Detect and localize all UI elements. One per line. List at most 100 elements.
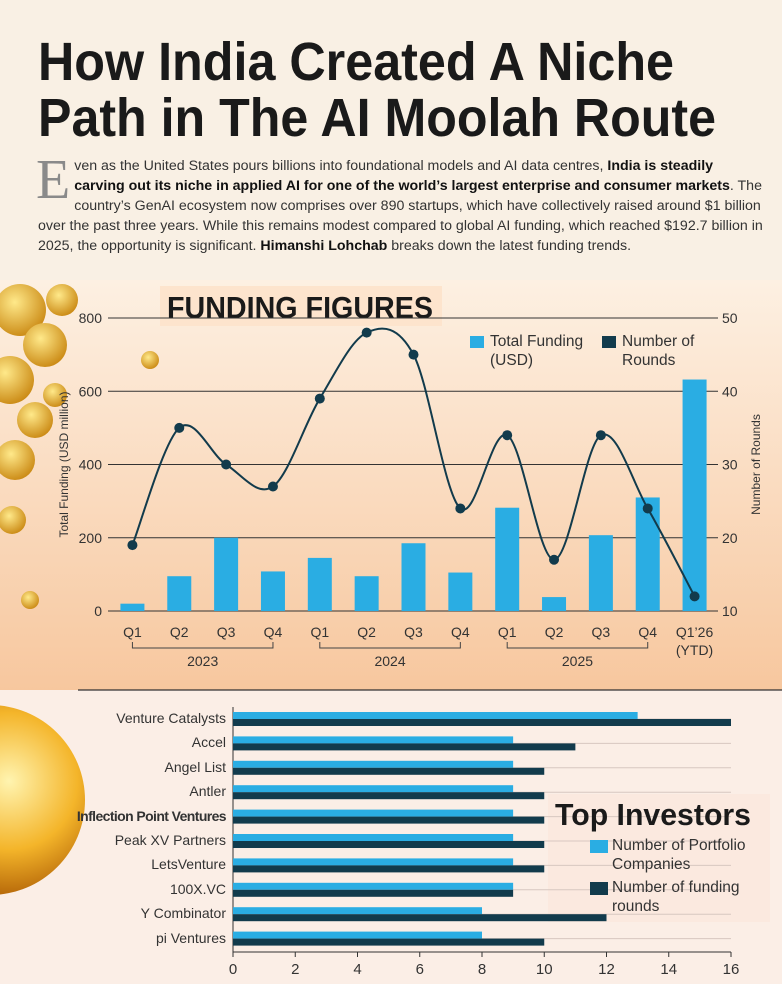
title: Path in The AI Moolah Route	[38, 88, 716, 148]
x-tick-label: 12	[598, 961, 615, 978]
bar	[233, 743, 576, 751]
decoration	[0, 284, 159, 895]
drop-cap: E	[36, 149, 71, 211]
bar	[233, 760, 514, 768]
bar	[233, 907, 482, 915]
bar	[233, 858, 514, 866]
x-tick-label: Q4	[638, 624, 658, 640]
y2-tick-label: 10	[722, 603, 738, 619]
y2-tick-label: 50	[722, 310, 738, 326]
y-tick-label: Peak XV Partners	[114, 832, 226, 848]
legend-label: Number of funding rounds	[612, 879, 740, 915]
legend-swatch	[590, 840, 608, 853]
group-label: 2024	[374, 653, 405, 669]
group-bracket	[506, 642, 649, 649]
line-point	[127, 540, 138, 551]
x-tick-label: Q4	[451, 624, 470, 640]
line-point	[549, 554, 560, 565]
x-tick-label: Q3	[216, 624, 236, 640]
legend-swatch	[602, 336, 616, 348]
y-tick-label: Angel List	[164, 758, 226, 775]
bar	[354, 576, 379, 611]
chart-background	[0, 280, 782, 692]
y-tick-label: Antler	[189, 783, 226, 800]
y2-tick-label: 30	[722, 457, 738, 473]
x-tick-label: Q4	[263, 624, 283, 640]
legend-label: Total Funding (USD)	[490, 333, 584, 369]
line-point	[455, 503, 466, 514]
bar	[214, 537, 239, 611]
bar	[233, 882, 514, 890]
x-tick-label: Q3	[404, 624, 423, 640]
legend-swatch	[470, 336, 484, 348]
x-tick-label: Q2	[357, 624, 376, 640]
y-tick-label: 0	[94, 603, 102, 619]
x-tick-label: Q1	[497, 624, 517, 640]
x-tick-label: 14	[660, 961, 677, 978]
y-tick-label: Inflection Point Ventures	[76, 807, 227, 824]
intro-text: . The country’s GenAI ecosystem now comp…	[38, 178, 763, 254]
line-point	[408, 349, 419, 360]
bar	[260, 571, 285, 611]
bar	[448, 572, 473, 611]
x-tick-label: Q2	[169, 624, 189, 640]
y-tick-label: Venture Catalysts	[116, 710, 226, 726]
line-point	[314, 393, 325, 404]
line-point	[642, 503, 653, 514]
bar	[233, 792, 545, 800]
intro-text: breaks down the latest funding trends.	[387, 238, 632, 254]
y-axis-title: Total Funding (USD million)	[57, 391, 71, 537]
legend-label: Number of Portfolio Companies	[612, 837, 746, 873]
bar	[233, 834, 514, 841]
bar	[233, 785, 514, 793]
line-point	[267, 481, 278, 492]
bar	[495, 507, 520, 611]
line-point	[689, 591, 700, 602]
bar	[233, 914, 607, 922]
title-box	[160, 286, 442, 326]
x-tick-label: Q1	[123, 624, 142, 640]
x-tick-label: 2	[291, 961, 299, 978]
y-tick-label: pi Ventures	[155, 929, 226, 946]
line-point	[174, 422, 185, 433]
line-point	[502, 430, 513, 441]
bar	[682, 379, 707, 611]
legend-swatch	[590, 882, 608, 895]
x-tick-label: Q1’26 (YTD)	[675, 624, 714, 658]
x-tick-label: 8	[478, 961, 486, 978]
x-tick-label: 16	[723, 961, 740, 978]
x-tick-label: 10	[536, 961, 553, 978]
bar	[167, 576, 192, 611]
group-bracket	[131, 642, 274, 649]
intro-text: ven as the United States pours billions …	[74, 158, 608, 174]
bar	[233, 931, 482, 939]
bar	[233, 712, 638, 719]
x-tick-label: Q2	[544, 624, 564, 640]
line-point	[221, 459, 232, 470]
intro-text: Himanshi Lohchab	[260, 238, 388, 254]
bar	[233, 889, 514, 897]
y-tick-label: 800	[79, 310, 103, 326]
y-tick-label: 600	[79, 383, 103, 399]
bar	[635, 497, 660, 611]
legend-box	[548, 794, 770, 922]
group-label: 2025	[562, 653, 593, 669]
bar	[233, 736, 514, 744]
y2-axis-title: Number of Rounds	[749, 414, 763, 515]
bar	[542, 597, 567, 611]
chart-title: FUNDING FIGURES	[167, 290, 433, 325]
bar	[120, 603, 145, 611]
y-tick-label: 200	[79, 530, 103, 546]
bar	[401, 543, 426, 611]
bar	[233, 938, 545, 946]
legend-label: Number of Rounds	[622, 333, 695, 369]
bar	[233, 719, 731, 726]
y-tick-label: Accel	[191, 734, 226, 751]
y-tick-label: 100X.VC	[169, 880, 226, 897]
y-tick-label: 400	[79, 457, 103, 473]
bar	[233, 767, 545, 775]
group-bracket	[319, 642, 461, 649]
